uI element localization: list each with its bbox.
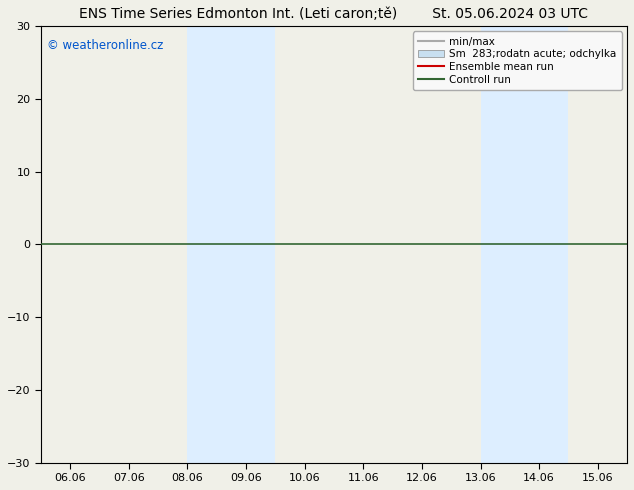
Legend: min/max, Sm  283;rodatn acute; odchylka, Ensemble mean run, Controll run: min/max, Sm 283;rodatn acute; odchylka, … (413, 31, 622, 90)
Bar (481, 26, 569, 463)
Title: ENS Time Series Edmonton Int. (Leti caron;tě)        St. 05.06.2024 03 UTC: ENS Time Series Edmonton Int. (Leti caro… (79, 7, 588, 21)
Bar (188, 26, 275, 463)
Text: © weatheronline.cz: © weatheronline.cz (47, 39, 163, 52)
